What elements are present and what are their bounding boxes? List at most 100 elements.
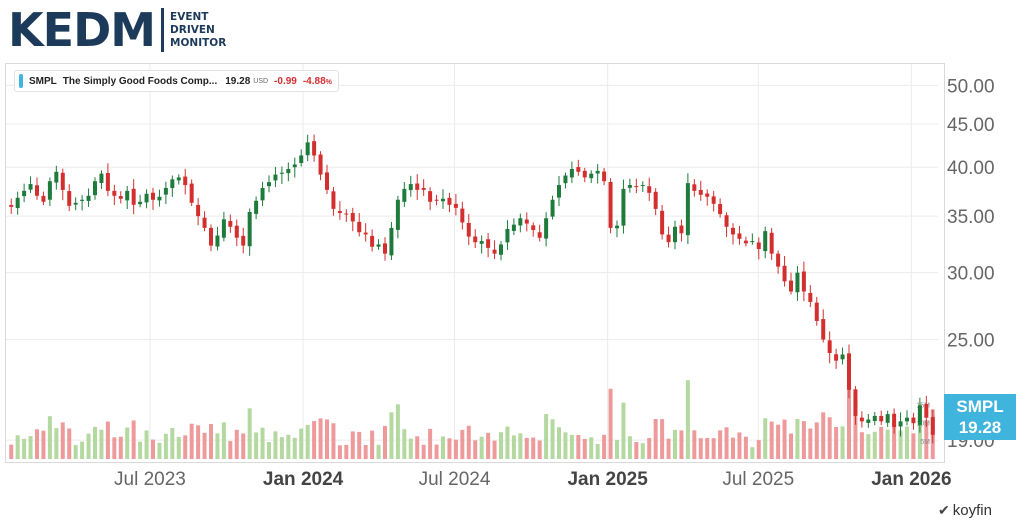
logo-tagline-line: MONITOR (170, 36, 227, 49)
candle-body (602, 171, 607, 182)
volume-bar (318, 418, 323, 459)
volume-bar (814, 422, 819, 459)
volume-bar (692, 430, 697, 459)
volume-bar (898, 430, 903, 459)
candle-body (221, 219, 226, 238)
volume-bar (447, 438, 452, 459)
candle-body (54, 171, 59, 183)
logo-tagline: EVENT DRIVEN MONITOR (170, 11, 226, 50)
candle-body (112, 190, 117, 196)
price-tag-ticker: SMPL (956, 397, 1004, 416)
volume-bar (801, 421, 806, 459)
legend-change-pct: -4.88% (303, 76, 332, 87)
candle-body (634, 186, 639, 188)
candle-body (389, 227, 394, 256)
candle-body (756, 242, 761, 250)
candle-body (234, 225, 239, 238)
volume-bar (305, 424, 310, 459)
volume-bar (685, 380, 690, 459)
logo-divider (161, 8, 165, 52)
candle-body (847, 353, 851, 390)
candle-body (325, 172, 329, 190)
candle-body (801, 271, 806, 292)
volume-bar (331, 423, 336, 459)
volume-bar (879, 426, 884, 459)
candle-body (318, 154, 323, 175)
volume-bar (917, 415, 922, 459)
volume-bar (408, 438, 413, 459)
volume-bar (627, 436, 632, 459)
volume-bar (176, 436, 181, 459)
x-tick-label: Jan 2026 (871, 469, 951, 490)
candle-body (763, 231, 768, 252)
volume-bar (821, 412, 826, 459)
volume-bar (22, 438, 27, 459)
volume-bar (395, 404, 400, 459)
candle-body (750, 241, 755, 243)
koyfin-wordmark: koyfin (952, 502, 992, 519)
volume-bar (911, 433, 916, 459)
volume-bar (621, 402, 626, 459)
series-color-swatch (19, 74, 23, 88)
candle-body (569, 169, 574, 178)
candle-body (859, 417, 864, 422)
volume-bar (743, 436, 748, 459)
volume-bar (383, 425, 387, 459)
volume-bar (569, 434, 574, 459)
volume-bar (434, 444, 439, 459)
candle-body (125, 190, 130, 201)
logo-tagline-line: EVENT (170, 10, 209, 23)
volume-bar (589, 437, 594, 459)
legend-change-pct-sign: % (325, 78, 332, 86)
candle-body (834, 354, 839, 361)
x-tick-label: Jan 2024 (263, 469, 344, 490)
volume-bar (202, 432, 207, 459)
chart-frame (5, 63, 945, 463)
volume-bar (499, 432, 503, 459)
volume-bar (892, 423, 897, 459)
candle-body (163, 187, 168, 195)
candle-body (35, 185, 39, 196)
candle-body (196, 204, 201, 217)
koyfin-branding[interactable]: ✔ koyfin (938, 502, 992, 519)
volume-bar (763, 418, 768, 459)
candle-body (350, 213, 355, 222)
volume-bar (421, 444, 426, 459)
y-tick-label: 25.00 (947, 331, 995, 352)
candle-body (247, 211, 252, 247)
volume-bar (924, 420, 929, 459)
volume-bar (524, 437, 529, 459)
series-legend[interactable]: SMPL The Simply Good Foods Comp... 19.28… (14, 70, 339, 92)
volume-bar (54, 428, 59, 459)
volume-bar (189, 423, 194, 459)
candle-body (254, 200, 259, 214)
volume-bar (151, 439, 155, 459)
volume-bar (666, 438, 671, 459)
legend-company-name: The Simply Good Foods Comp... (62, 75, 218, 87)
x-tick-label: Jul 2025 (722, 469, 794, 490)
candle-body (698, 190, 703, 195)
candle-body (589, 173, 594, 179)
candle-body (215, 235, 220, 247)
candle-body (666, 234, 671, 243)
candle-body (9, 205, 14, 207)
volume-bar (99, 429, 104, 459)
candle-body (885, 414, 890, 423)
candle-body (511, 224, 516, 231)
volume-bar (299, 428, 304, 459)
candle-body (640, 185, 645, 187)
volume-bar (492, 440, 497, 459)
candle-body (421, 187, 426, 190)
volume-bar (711, 438, 716, 459)
legend-price: 19.28 (225, 75, 251, 87)
y-tick-label: 45.00 (947, 115, 995, 136)
volume-bar (840, 426, 845, 459)
candle-body (660, 210, 665, 235)
volume-bar (750, 447, 755, 459)
volume-bar (441, 436, 445, 459)
volume-bar (859, 432, 864, 459)
candle-body (28, 184, 33, 190)
volume-bar (795, 419, 800, 459)
volume-bar (782, 419, 787, 459)
